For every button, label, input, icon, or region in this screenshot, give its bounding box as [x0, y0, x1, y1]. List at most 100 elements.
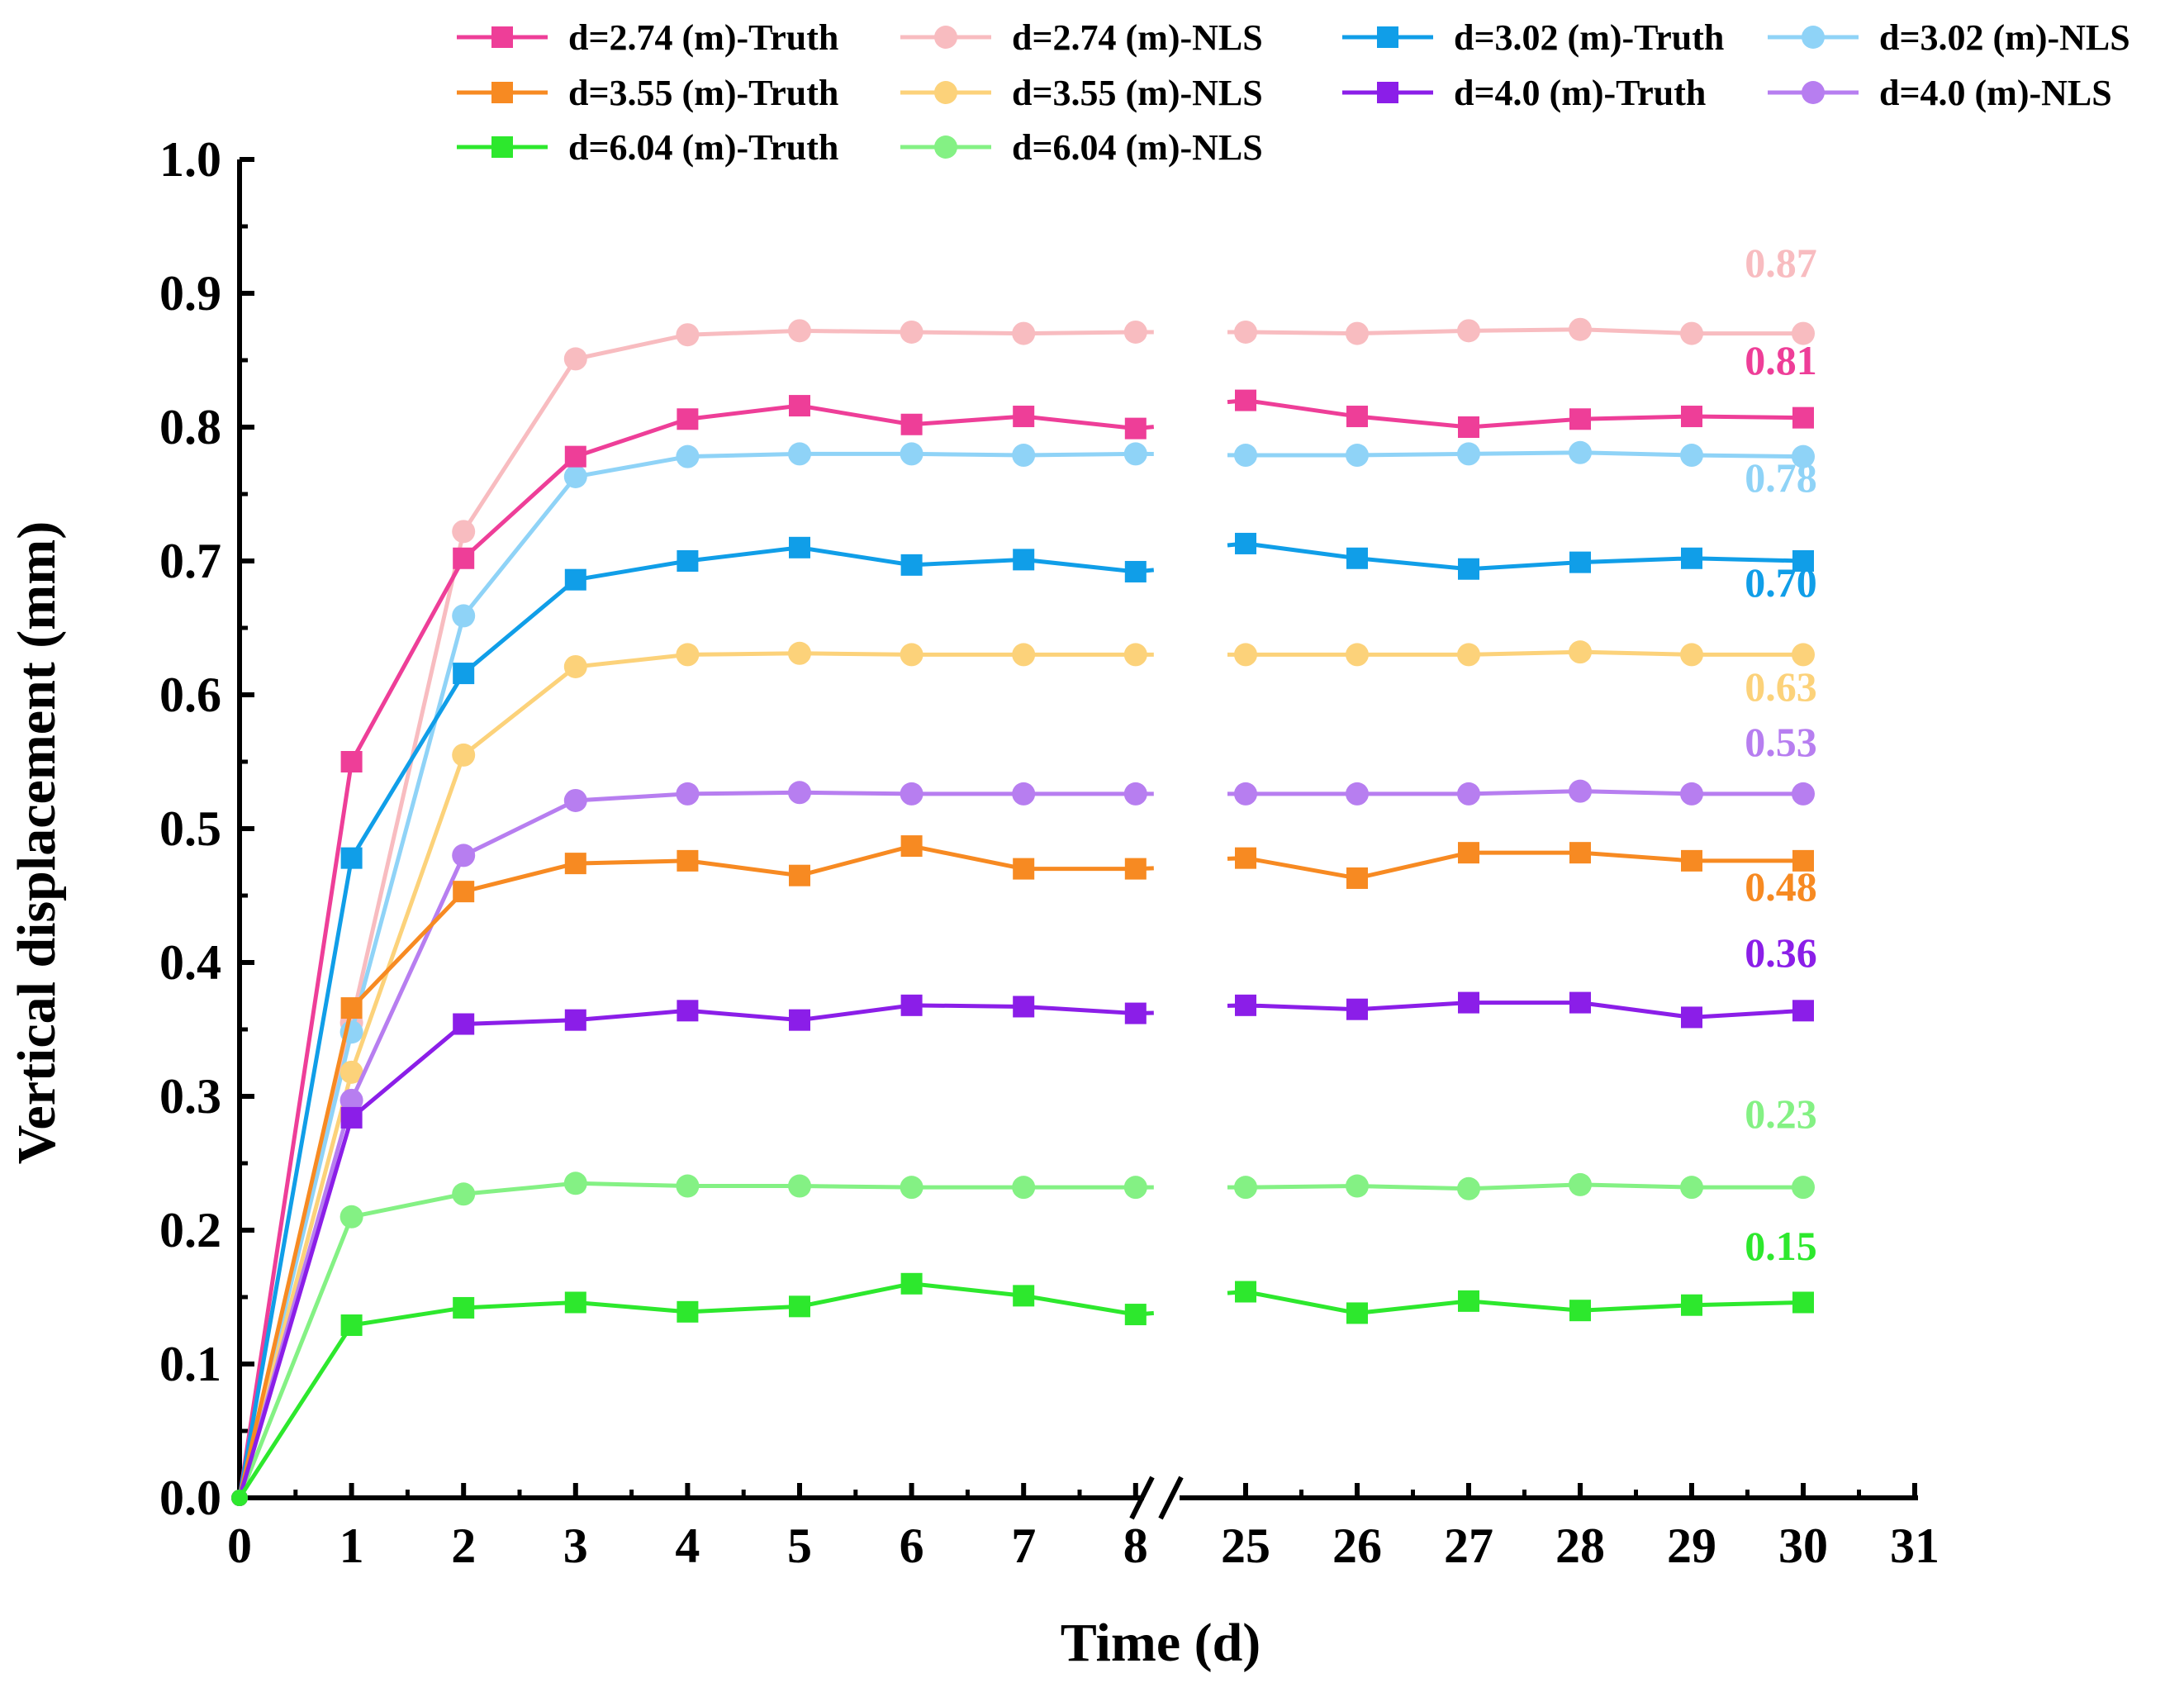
- data-point: [900, 1272, 923, 1295]
- y-tick-label: 0.2: [159, 1203, 221, 1257]
- end-value-label: 0.48: [1745, 863, 1817, 910]
- x-tick-label: 2: [451, 1519, 476, 1573]
- data-point: [789, 395, 810, 417]
- data-point: [789, 536, 810, 558]
- series-d-6-04-m-nls: [231, 1172, 1815, 1506]
- y-tick-label: 0.7: [159, 534, 221, 588]
- data-point: [1792, 444, 1815, 468]
- end-value-label: 0.36: [1745, 929, 1817, 976]
- x-tick-label: 0: [227, 1519, 252, 1573]
- legend-label: d=3.55 (m)-Truth: [568, 73, 838, 113]
- series-line: [1227, 541, 1804, 572]
- legend-item-d-6-04-m-nls: d=6.04 (m)-NLS: [900, 127, 1263, 168]
- data-point: [1013, 549, 1035, 571]
- data-point: [1681, 1294, 1702, 1316]
- x-tick-label: 27: [1444, 1519, 1493, 1573]
- data-point: [1013, 406, 1035, 428]
- legend-label: d=6.04 (m)-NLS: [1012, 127, 1263, 168]
- data-point: [1234, 444, 1257, 468]
- data-point: [788, 781, 811, 805]
- data-point: [1792, 550, 1814, 572]
- data-point: [1124, 560, 1147, 582]
- data-point: [1569, 640, 1592, 664]
- data-point: [564, 568, 586, 591]
- series-line: [1227, 850, 1803, 881]
- data-point: [1123, 442, 1147, 466]
- data-point: [900, 782, 923, 806]
- data-point: [1792, 1000, 1814, 1022]
- data-point: [1681, 547, 1702, 569]
- data-point: [1235, 847, 1256, 869]
- x-tick-label: 31: [1890, 1519, 1939, 1573]
- data-point: [900, 554, 923, 576]
- data-point: [339, 1205, 363, 1229]
- data-point: [340, 1106, 363, 1129]
- data-point: [1123, 643, 1147, 667]
- data-point: [676, 1174, 700, 1198]
- series-line: [237, 790, 1154, 1499]
- data-point: [340, 751, 363, 772]
- data-point: [1123, 782, 1147, 806]
- axes: 0.0 0.1 0.2 0.3 0.4 0.5 0.6 0.7 0.8 0.9 1.0 0 1 2 3 4 5 6…: [159, 132, 1939, 1573]
- data-point: [676, 323, 700, 347]
- data-point: [1346, 1302, 1368, 1324]
- data-point: [452, 604, 476, 628]
- data-point: [1346, 998, 1368, 1020]
- data-point: [1346, 782, 1369, 806]
- legend-swatch-marker: [491, 26, 513, 48]
- data-point: [1457, 1176, 1480, 1200]
- data-point: [677, 550, 699, 572]
- data-point: [1346, 1174, 1369, 1198]
- data-point: [563, 464, 587, 488]
- data-point: [676, 643, 700, 667]
- data-point: [1681, 406, 1702, 428]
- x-tick-label: 26: [1332, 1519, 1382, 1573]
- y-tick-label: 0.0: [159, 1471, 221, 1525]
- legend-item-d-4-0-m-nls: d=4.0 (m)-NLS: [1768, 73, 2112, 113]
- series-line: [237, 651, 1154, 1499]
- data-point: [677, 1300, 699, 1323]
- data-point: [1124, 417, 1147, 440]
- end-value-label: 0.53: [1745, 719, 1817, 765]
- legend-label: d=3.02 (m)-NLS: [1879, 17, 2130, 58]
- series-line: [1227, 327, 1803, 336]
- data-point: [452, 844, 476, 867]
- legend-item-d-3-02-m-truth: d=3.02 (m)-Truth: [1342, 17, 1724, 58]
- data-point: [1457, 319, 1480, 343]
- legend-item-d-3-55-m-nls: d=3.55 (m)-NLS: [900, 73, 1263, 113]
- data-point: [1458, 842, 1479, 864]
- data-point: [1235, 994, 1256, 1016]
- series-line: [1227, 1182, 1803, 1191]
- series-d-4-0-m-truth: [231, 991, 1814, 1506]
- series-d-3-02-m-nls: [231, 440, 1815, 1506]
- end-value-label: 0.63: [1745, 663, 1817, 710]
- data-point: [453, 663, 475, 685]
- data-point: [1680, 1176, 1703, 1200]
- data-point: [1346, 406, 1368, 428]
- series-line: [1227, 1000, 1804, 1019]
- data-point: [677, 1000, 699, 1022]
- data-point: [564, 445, 586, 468]
- data-point: [1123, 1176, 1147, 1200]
- series-line: [1227, 450, 1804, 459]
- end-value-label: 0.23: [1745, 1091, 1817, 1137]
- end-value-label: 0.87: [1745, 240, 1817, 286]
- data-point: [1012, 321, 1036, 345]
- y-axis-title: Vertical displacement (mm): [7, 521, 67, 1164]
- data-point: [1234, 643, 1257, 667]
- legend-label: d=2.74 (m)-Truth: [568, 17, 838, 58]
- x-tick-label: 6: [900, 1519, 924, 1573]
- data-point: [1346, 321, 1369, 345]
- legend-swatch-marker: [934, 26, 957, 49]
- axis-break-mark-left: [1129, 1476, 1155, 1520]
- data-point: [1234, 782, 1257, 806]
- data-point: [1124, 1002, 1147, 1024]
- data-point: [900, 320, 923, 344]
- data-point: [1234, 320, 1257, 344]
- data-point: [1792, 406, 1814, 429]
- data-point: [452, 520, 476, 544]
- data-point: [1680, 444, 1703, 468]
- axis-break-mark-right: [1158, 1476, 1184, 1520]
- data-point: [563, 347, 587, 371]
